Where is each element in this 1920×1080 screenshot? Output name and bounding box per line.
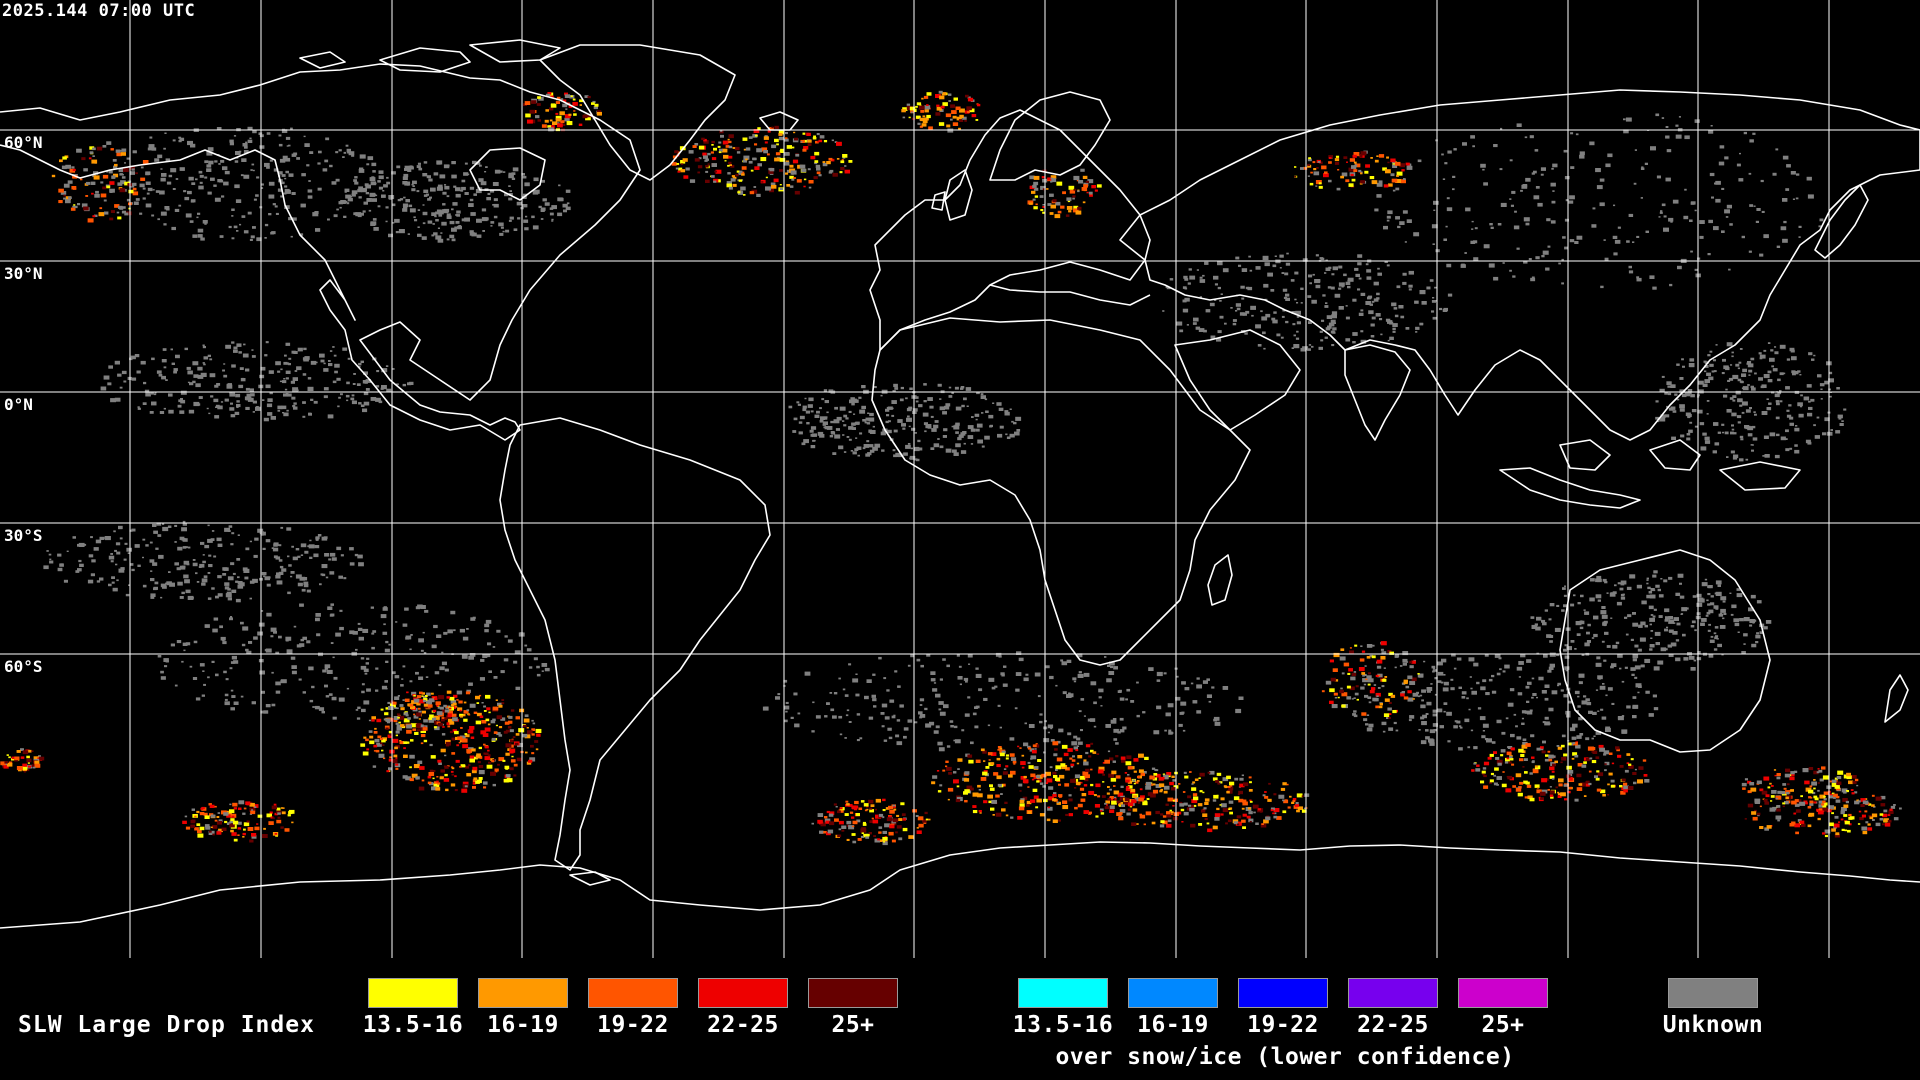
swatch-liquid-3 bbox=[588, 978, 678, 1008]
iceland-coastline bbox=[759, 111, 799, 131]
japan-coastline bbox=[1814, 184, 1869, 259]
greenland-coastline bbox=[539, 44, 736, 181]
africa-coastline bbox=[871, 317, 1251, 666]
swatch-liquid-1-label: 13.5-16 bbox=[362, 1012, 464, 1038]
scandinavia-coastline bbox=[989, 91, 1111, 181]
south-america-coastline bbox=[499, 417, 771, 871]
lat-label: 60°S bbox=[4, 657, 43, 676]
legend bbox=[0, 960, 1920, 1080]
lat-label: 30°N bbox=[4, 264, 43, 283]
australia-coastline bbox=[1559, 549, 1771, 753]
north-america-coastline bbox=[0, 63, 641, 441]
arctic-islands-coastline bbox=[299, 39, 561, 73]
swatch-liquid-5-label: 25+ bbox=[831, 1012, 875, 1038]
antarctica-coastline bbox=[0, 841, 1920, 929]
swatch-ice-1 bbox=[1018, 978, 1108, 1008]
swatch-liquid-4-label: 22-25 bbox=[707, 1012, 779, 1038]
swatch-ice-3-label: 19-22 bbox=[1247, 1012, 1319, 1038]
swatch-liquid-3-label: 19-22 bbox=[597, 1012, 669, 1038]
madagascar-coastline bbox=[1207, 554, 1233, 606]
legend-title: SLW Large Drop Index bbox=[18, 1012, 315, 1038]
swatch-ice-1-label: 13.5-16 bbox=[1012, 1012, 1114, 1038]
swatch-ice-2-label: 16-19 bbox=[1137, 1012, 1209, 1038]
british-isles-coastline bbox=[931, 169, 973, 221]
mediterranean-coastline bbox=[989, 284, 1151, 306]
swatch-liquid-5 bbox=[808, 978, 898, 1008]
legend-note: over snow/ice (lower confidence) bbox=[1055, 1044, 1515, 1070]
tierra-del-fuego-coastline bbox=[569, 871, 611, 886]
indonesia-coastline bbox=[1499, 439, 1801, 509]
swatch-ice-3 bbox=[1238, 978, 1328, 1008]
lat-label: 30°S bbox=[4, 526, 43, 545]
asia-coastline bbox=[1139, 89, 1920, 441]
timestamp: 2025.144 07:00 UTC bbox=[2, 1, 196, 21]
swatch-ice-4 bbox=[1348, 978, 1438, 1008]
swatch-unknown bbox=[1668, 978, 1758, 1008]
swatch-liquid-4 bbox=[698, 978, 788, 1008]
swatch-ice-4-label: 22-25 bbox=[1357, 1012, 1429, 1038]
swatch-ice-2 bbox=[1128, 978, 1218, 1008]
swatch-liquid-1 bbox=[368, 978, 458, 1008]
lat-label: 0°N bbox=[4, 395, 33, 414]
coastlines bbox=[0, 39, 1920, 929]
europe-coastline bbox=[869, 109, 1146, 351]
new-zealand-coastline bbox=[1884, 674, 1909, 723]
hudson-bay-coastline bbox=[469, 147, 546, 201]
cloud-fields bbox=[0, 90, 1902, 846]
swatch-ice-5-label: 25+ bbox=[1481, 1012, 1525, 1038]
swatch-liquid-2 bbox=[478, 978, 568, 1008]
lat-label: 60°N bbox=[4, 133, 43, 152]
lat-lon-grid bbox=[0, 0, 1920, 958]
arabia-coastline bbox=[1174, 329, 1301, 431]
swatch-unknown-label: Unknown bbox=[1662, 1012, 1764, 1038]
swatch-ice-5 bbox=[1458, 978, 1548, 1008]
swatch-liquid-2-label: 16-19 bbox=[487, 1012, 559, 1038]
world-map bbox=[0, 0, 1920, 958]
